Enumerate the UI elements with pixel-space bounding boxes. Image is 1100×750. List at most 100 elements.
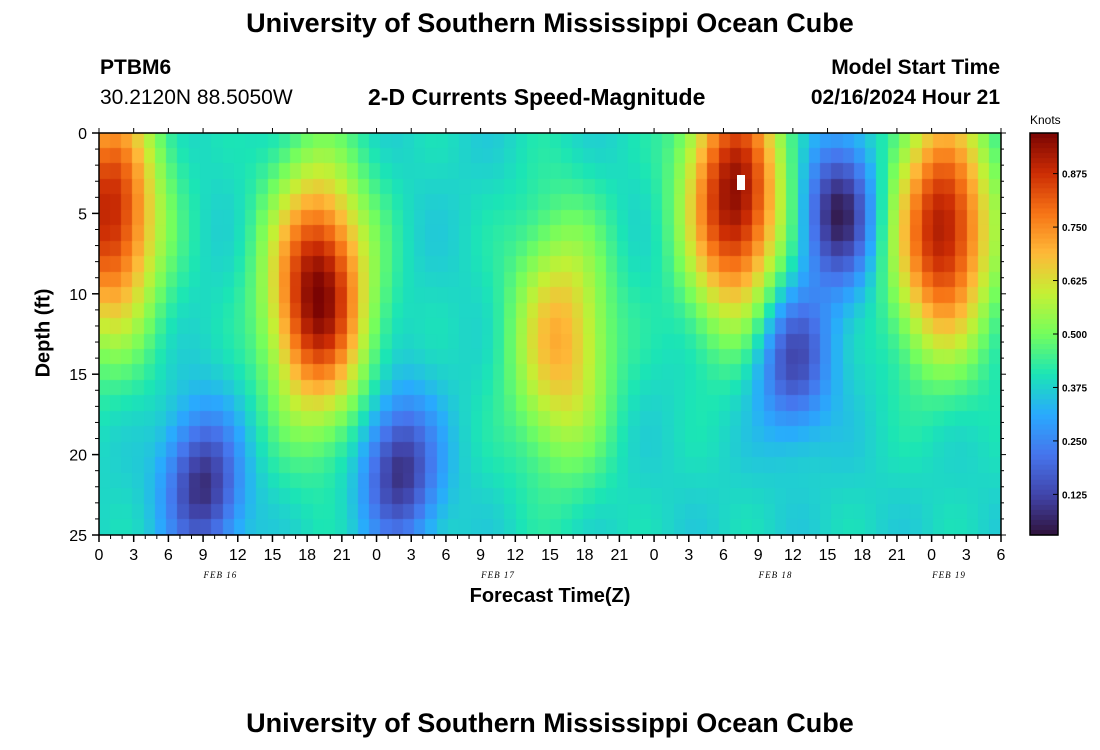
colorbar-segment — [1030, 283, 1058, 290]
colorbar-segment — [1030, 399, 1058, 405]
colorbar-segment — [1030, 429, 1058, 436]
heatmap-canvas — [99, 133, 1001, 535]
x-tick-label: 6 — [441, 547, 450, 564]
footer-title: University of Southern Mississippi Ocean… — [246, 708, 854, 738]
colorbar-segment — [1030, 213, 1058, 220]
x-tick-label: 12 — [506, 547, 524, 564]
colorbar-segment — [1030, 328, 1058, 335]
colorbar-segment — [1030, 464, 1058, 471]
x-tick-label: 0 — [650, 547, 659, 564]
x-tick-label: 9 — [199, 547, 208, 564]
colorbar-segment — [1030, 369, 1058, 375]
colorbar-segment — [1030, 439, 1058, 446]
colorbar-segment — [1030, 183, 1058, 189]
colorbar-segment — [1030, 344, 1058, 350]
y-tick-label: 10 — [69, 287, 87, 304]
x-tick-label: 3 — [684, 547, 693, 564]
colorbar-segment — [1030, 349, 1058, 355]
x-tick-label: 18 — [576, 547, 594, 564]
colorbar-segment — [1030, 424, 1058, 431]
y-tick-label: 20 — [69, 448, 87, 465]
colorbar-segment — [1030, 474, 1058, 481]
colorbar-segment — [1030, 454, 1058, 461]
colorbar-tick-label: 0.625 — [1062, 277, 1087, 288]
x-tick-label: 0 — [372, 547, 381, 564]
colorbar-segment — [1030, 459, 1058, 466]
x-tick-label: 3 — [407, 547, 416, 564]
colorbar-segment — [1030, 499, 1058, 506]
y-tick-label: 5 — [78, 206, 87, 223]
colorbar-segment — [1030, 208, 1058, 214]
colorbar-segment — [1030, 253, 1058, 260]
y-tick-label: 0 — [78, 126, 87, 143]
colorbar-segment — [1030, 158, 1058, 164]
colorbar-segment — [1030, 519, 1058, 526]
colorbar-segment — [1030, 313, 1058, 320]
colorbar-segment — [1030, 364, 1058, 370]
x-tick-label: 15 — [819, 547, 837, 564]
colorbar-segment — [1030, 263, 1058, 270]
colorbar-segment — [1030, 334, 1058, 340]
y-tick-label: 15 — [69, 367, 87, 384]
x-tick-label: 21 — [333, 547, 351, 564]
colorbar-tick-label: 0.500 — [1062, 330, 1087, 341]
x-tick-label: 12 — [784, 547, 802, 564]
colorbar-segment — [1030, 278, 1058, 285]
colorbar-segment — [1030, 303, 1058, 310]
x-tick-label: 3 — [962, 547, 971, 564]
x-tick-label: 15 — [541, 547, 559, 564]
colorbar-segment — [1030, 449, 1058, 456]
marker — [737, 175, 745, 190]
colorbar-segment — [1030, 514, 1058, 521]
colorbar-segment — [1030, 298, 1058, 305]
colorbar-segment — [1030, 484, 1058, 491]
colorbar-segment — [1030, 243, 1058, 250]
colorbar-segment — [1030, 193, 1058, 199]
colorbar-segment — [1030, 178, 1058, 184]
colorbar-unit-label: Knots — [1030, 113, 1061, 127]
colorbar-segment — [1030, 414, 1058, 421]
x-axis-label: Forecast Time(Z) — [469, 585, 631, 607]
colorbar-segment — [1030, 173, 1058, 179]
colorbar-segment — [1030, 479, 1058, 486]
colorbar-segment — [1030, 469, 1058, 476]
colorbar-segment — [1030, 248, 1058, 255]
colorbar-segment — [1030, 273, 1058, 280]
plot-frame — [98, 132, 1002, 536]
x-tick-label: 6 — [719, 547, 728, 564]
colorbar-segment — [1030, 384, 1058, 390]
colorbar-segment — [1030, 434, 1058, 441]
colorbar-segment — [1030, 394, 1058, 400]
colorbar-segment — [1030, 404, 1058, 410]
x-tick-label: 18 — [853, 547, 871, 564]
colorbar-segment — [1030, 359, 1058, 365]
colorbar-segment — [1030, 148, 1058, 154]
colorbar-segment — [1030, 293, 1058, 300]
colorbar-segment — [1030, 354, 1058, 360]
colorbar-segment — [1030, 409, 1058, 415]
date-label: FEB 19 — [931, 570, 966, 580]
colorbar-segment — [1030, 143, 1058, 149]
colorbar-segment — [1030, 233, 1058, 240]
model-start-value: 02/16/2024 Hour 21 — [810, 86, 1000, 109]
colorbar-segment — [1030, 509, 1058, 516]
x-tick-label: 21 — [610, 547, 628, 564]
date-label: FEB 16 — [203, 570, 238, 580]
colorbar-segment — [1030, 494, 1058, 501]
colorbar-segment — [1030, 223, 1058, 230]
colorbar-tick-label: 0.375 — [1062, 383, 1087, 394]
colorbar-segment — [1030, 504, 1058, 511]
x-tick-label: 18 — [298, 547, 316, 564]
x-tick-label: 0 — [95, 547, 104, 564]
colorbar-segment — [1030, 268, 1058, 275]
colorbar-segment — [1030, 419, 1058, 426]
colorbar-tick-label: 0.750 — [1062, 223, 1087, 234]
colorbar-segment — [1030, 529, 1058, 536]
x-tick-label: 21 — [888, 547, 906, 564]
date-label: FEB 17 — [480, 570, 515, 580]
page-title: University of Southern Mississippi Ocean… — [246, 8, 854, 38]
colorbar-segment — [1030, 163, 1058, 169]
colorbar-segment — [1030, 288, 1058, 295]
x-tick-label: 15 — [264, 547, 282, 564]
